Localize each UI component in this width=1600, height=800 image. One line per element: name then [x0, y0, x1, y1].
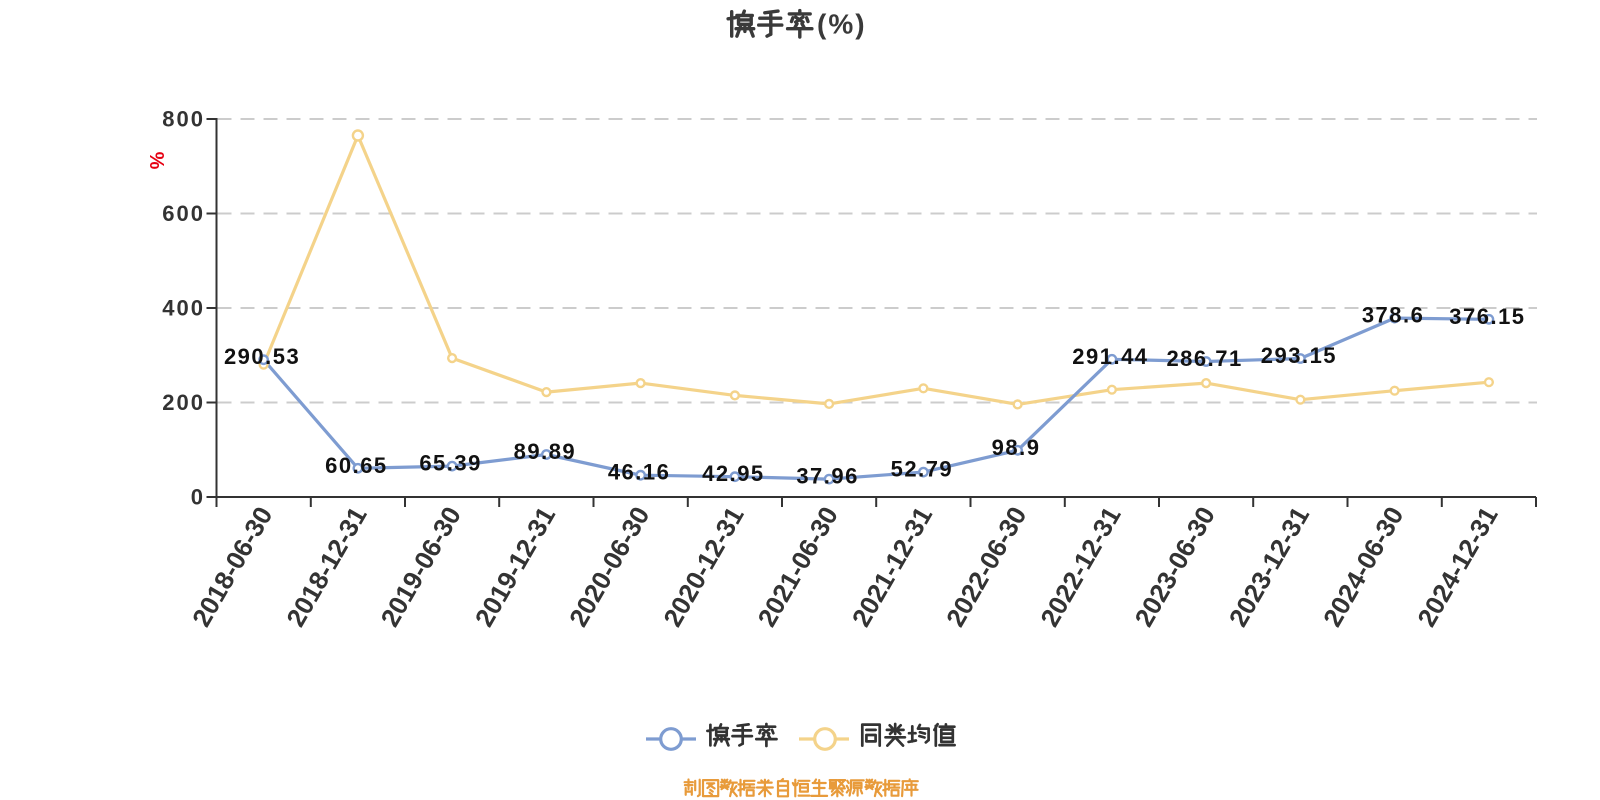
svg-text:%: % [145, 152, 167, 170]
svg-text:290.53: 290.53 [224, 344, 300, 369]
svg-text:293.15: 293.15 [1261, 343, 1337, 368]
svg-text:65.39: 65.39 [419, 451, 482, 476]
svg-text:400: 400 [162, 296, 205, 321]
svg-text:52.79: 52.79 [891, 457, 954, 482]
svg-text:89.89: 89.89 [514, 439, 577, 464]
svg-text:291.44: 291.44 [1072, 344, 1148, 369]
svg-text:200: 200 [162, 390, 205, 415]
svg-text:376.15: 376.15 [1449, 304, 1525, 329]
svg-text:378.6: 378.6 [1362, 303, 1425, 328]
svg-text:42.95: 42.95 [702, 461, 765, 486]
svg-text:286.71: 286.71 [1166, 346, 1242, 371]
svg-text:98.9: 98.9 [992, 435, 1041, 460]
svg-text:60.65: 60.65 [325, 453, 388, 478]
svg-text:0: 0 [191, 485, 205, 510]
svg-text:600: 600 [162, 201, 205, 226]
svg-text:(%): (%) [817, 9, 867, 40]
svg-text:800: 800 [162, 107, 205, 132]
svg-text:46.16: 46.16 [608, 460, 671, 485]
svg-text:37.96: 37.96 [796, 464, 859, 489]
